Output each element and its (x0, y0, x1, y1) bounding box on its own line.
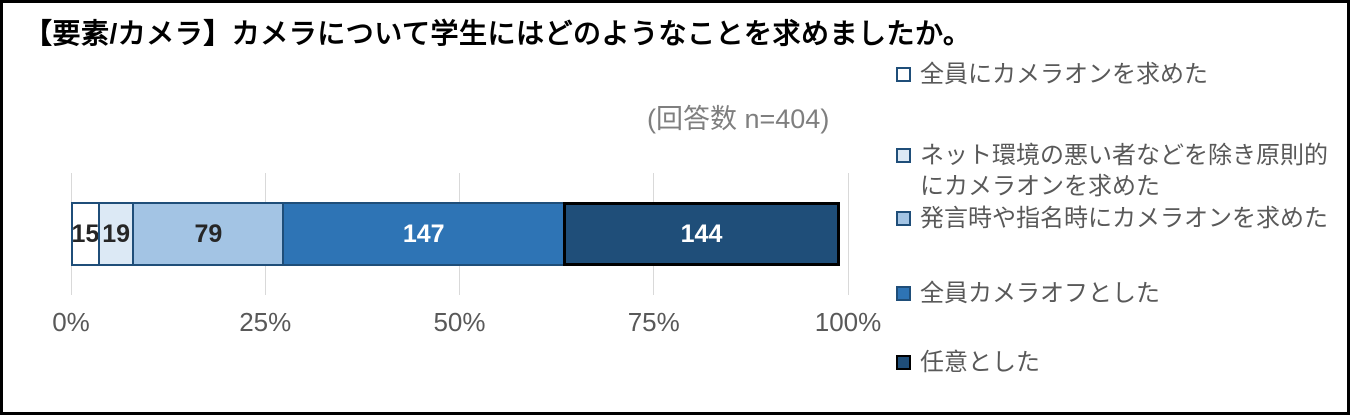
legend-label: 全員にカメラオンを求めた (920, 61, 1208, 88)
legend-swatch-icon (896, 67, 911, 82)
legend-swatch-icon (896, 211, 911, 226)
bar-segment: 19 (97, 202, 135, 266)
legend-label: 任意とした (920, 349, 1040, 376)
legend-swatch-icon (896, 148, 911, 163)
respondents-note: (回答数 n=404) (647, 104, 830, 134)
bar-segment-value: 79 (194, 219, 223, 248)
legend-label: ネット環境の悪い者などを除き原則的 にカメラオンを求めた (920, 142, 1328, 200)
bar-segment: 79 (132, 202, 285, 266)
bar-segment-value: 19 (102, 219, 131, 248)
legend-label: 全員カメラオフとした (920, 280, 1160, 307)
bar-segment: 144 (563, 202, 840, 266)
bar-segment-value: 144 (680, 219, 723, 248)
gridline-100% (847, 173, 849, 295)
legend-swatch-icon (896, 286, 911, 301)
x-axis-label-25%: 25% (239, 307, 292, 337)
bar-segment: 147 (282, 202, 566, 266)
bar-segment: 15 (71, 202, 100, 266)
bar-segment-value: 147 (402, 219, 445, 248)
x-axis-label-0%: 0% (52, 307, 90, 337)
legend-item: ネット環境の悪い者などを除き原則的 にカメラオンを求めた (896, 140, 1328, 202)
chart-title: 【要素/カメラ】カメラについて学生にはどのようなことを求めましたか。 (24, 18, 972, 49)
plot-area: 15 19 79 147 144 0% 25% 50% 75% 100% (52, 3, 881, 412)
legend-item: 全員カメラオフとした (896, 278, 1160, 309)
legend-swatch-icon (896, 355, 911, 370)
legend-item: 任意とした (896, 347, 1040, 378)
bar-segment-value: 15 (71, 219, 100, 248)
legend-item: 発言時や指名時にカメラオンを求めた (896, 203, 1328, 234)
stacked-bar: 15 19 79 147 144 (71, 202, 848, 266)
x-axis-label-100%: 100% (814, 307, 882, 337)
x-axis-label-75%: 75% (627, 307, 680, 337)
legend-item: 全員にカメラオンを求めた (896, 59, 1208, 90)
x-axis-label-50%: 50% (433, 307, 486, 337)
legend-label: 発言時や指名時にカメラオンを求めた (920, 205, 1328, 232)
legend: 全員にカメラオンを求めたネット環境の悪い者などを除き原則的 にカメラオンを求めた… (896, 3, 1347, 412)
